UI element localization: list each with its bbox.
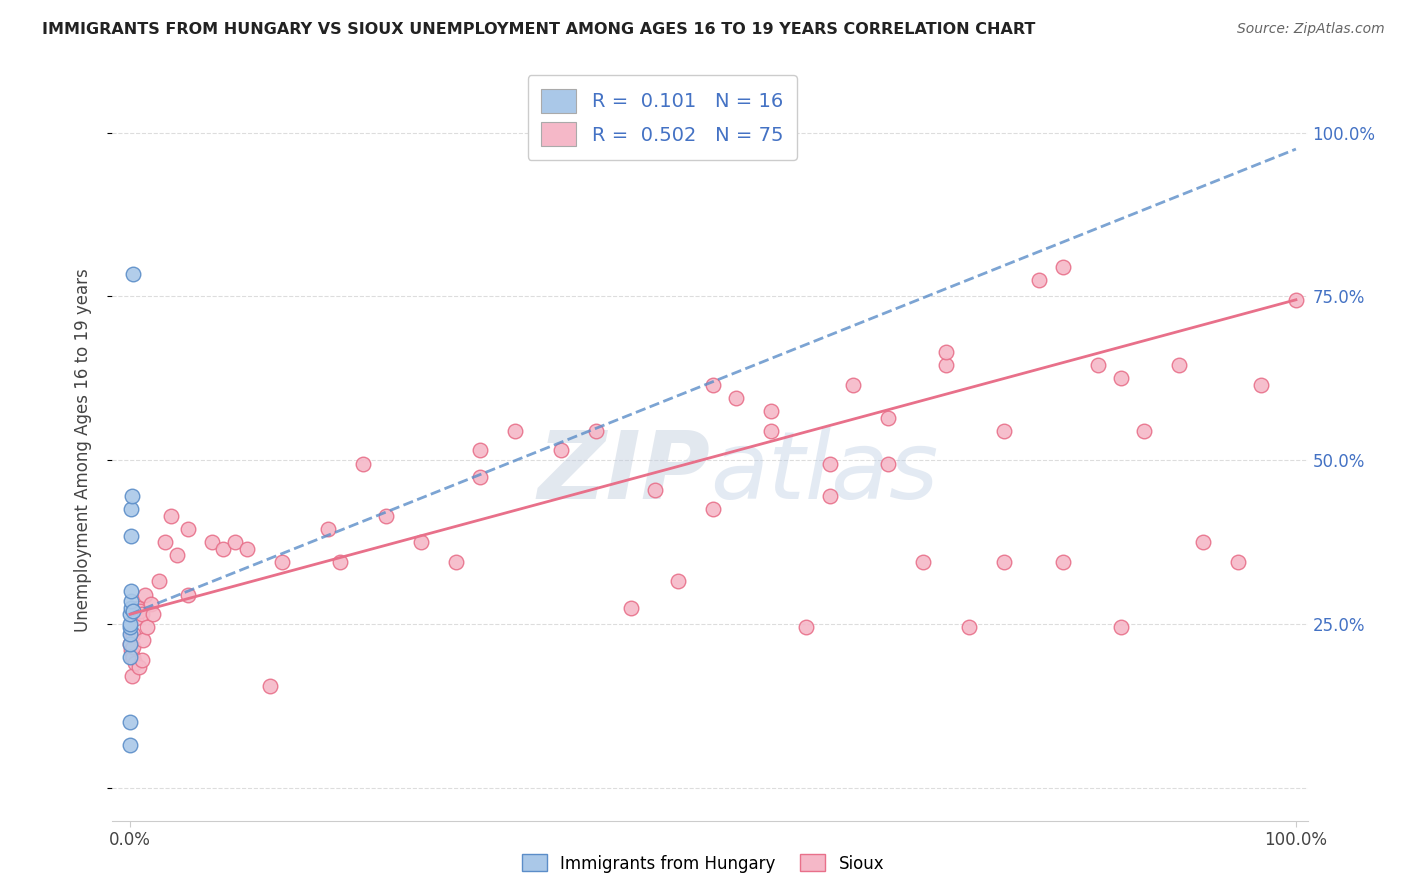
Point bbox=[1109, 371, 1132, 385]
Point bbox=[120, 584, 142, 599]
Point bbox=[761, 424, 783, 438]
Point bbox=[1109, 620, 1132, 634]
Point bbox=[1250, 378, 1272, 392]
Point bbox=[166, 549, 188, 563]
Point bbox=[329, 555, 352, 569]
Point bbox=[129, 604, 152, 618]
Point bbox=[212, 541, 235, 556]
Point bbox=[1168, 359, 1191, 373]
Point bbox=[177, 588, 200, 602]
Point bbox=[468, 469, 491, 483]
Point bbox=[842, 378, 865, 392]
Point bbox=[120, 643, 142, 657]
Point bbox=[139, 598, 162, 612]
Point bbox=[127, 600, 149, 615]
Point bbox=[761, 404, 783, 418]
Point bbox=[177, 522, 200, 536]
Point bbox=[1133, 424, 1156, 438]
Point bbox=[121, 489, 143, 503]
Point bbox=[702, 502, 724, 516]
Point bbox=[585, 424, 607, 438]
Point bbox=[316, 522, 339, 536]
Point bbox=[375, 508, 398, 523]
Point bbox=[122, 640, 145, 654]
Point bbox=[259, 679, 281, 693]
Point bbox=[1052, 260, 1074, 274]
Point bbox=[118, 739, 141, 753]
Point bbox=[446, 555, 468, 569]
Point bbox=[935, 345, 957, 359]
Point bbox=[1191, 535, 1213, 549]
Point bbox=[1028, 273, 1050, 287]
Point bbox=[959, 620, 981, 634]
Text: Source: ZipAtlas.com: Source: ZipAtlas.com bbox=[1237, 22, 1385, 37]
Point bbox=[1052, 555, 1074, 569]
Point bbox=[122, 267, 145, 281]
Point bbox=[725, 391, 748, 405]
Point bbox=[818, 457, 841, 471]
Point bbox=[148, 574, 170, 589]
Point bbox=[159, 508, 181, 523]
Point bbox=[120, 502, 142, 516]
Point bbox=[993, 424, 1015, 438]
Point bbox=[818, 489, 841, 503]
Point bbox=[124, 657, 146, 671]
Point bbox=[120, 627, 142, 641]
Point bbox=[118, 617, 141, 632]
Point bbox=[120, 600, 142, 615]
Point bbox=[411, 535, 433, 549]
Point bbox=[235, 541, 257, 556]
Point bbox=[876, 457, 898, 471]
Point bbox=[125, 610, 148, 624]
Point bbox=[132, 633, 155, 648]
Point bbox=[993, 555, 1015, 569]
Point bbox=[1087, 359, 1109, 373]
Point bbox=[128, 659, 150, 673]
Text: atlas: atlas bbox=[710, 427, 938, 518]
Point bbox=[644, 483, 666, 497]
Point bbox=[200, 535, 222, 549]
Point bbox=[131, 607, 153, 622]
Point bbox=[118, 627, 141, 641]
Point bbox=[1226, 555, 1249, 569]
Point bbox=[122, 604, 145, 618]
Point bbox=[142, 607, 165, 622]
Point bbox=[224, 535, 246, 549]
Text: ZIP: ZIP bbox=[537, 426, 710, 518]
Point bbox=[122, 649, 145, 664]
Point bbox=[131, 653, 153, 667]
Point bbox=[121, 649, 143, 664]
Point bbox=[702, 378, 724, 392]
Point bbox=[468, 443, 491, 458]
Point bbox=[550, 443, 572, 458]
Point bbox=[503, 424, 526, 438]
Point bbox=[118, 637, 141, 651]
Point bbox=[620, 600, 643, 615]
Point bbox=[352, 457, 374, 471]
Point bbox=[270, 555, 292, 569]
Point bbox=[153, 535, 176, 549]
Point bbox=[118, 715, 141, 730]
Point bbox=[911, 555, 934, 569]
Point bbox=[118, 620, 141, 634]
Point bbox=[666, 574, 689, 589]
Point bbox=[876, 410, 898, 425]
Legend: Immigrants from Hungary, Sioux: Immigrants from Hungary, Sioux bbox=[515, 847, 891, 880]
Point bbox=[136, 620, 159, 634]
Point bbox=[794, 620, 817, 634]
Point bbox=[118, 649, 141, 664]
Point bbox=[122, 627, 145, 641]
Text: IMMIGRANTS FROM HUNGARY VS SIOUX UNEMPLOYMENT AMONG AGES 16 TO 19 YEARS CORRELAT: IMMIGRANTS FROM HUNGARY VS SIOUX UNEMPLO… bbox=[42, 22, 1036, 37]
Point bbox=[935, 359, 957, 373]
Point bbox=[120, 594, 142, 608]
Point bbox=[120, 528, 142, 542]
Point bbox=[134, 588, 156, 602]
Point bbox=[118, 607, 141, 622]
Legend: R =  0.101   N = 16, R =  0.502   N = 75: R = 0.101 N = 16, R = 0.502 N = 75 bbox=[527, 75, 797, 160]
Point bbox=[121, 669, 143, 683]
Y-axis label: Unemployment Among Ages 16 to 19 years: Unemployment Among Ages 16 to 19 years bbox=[73, 268, 91, 632]
Point bbox=[118, 637, 141, 651]
Point bbox=[1285, 293, 1308, 307]
